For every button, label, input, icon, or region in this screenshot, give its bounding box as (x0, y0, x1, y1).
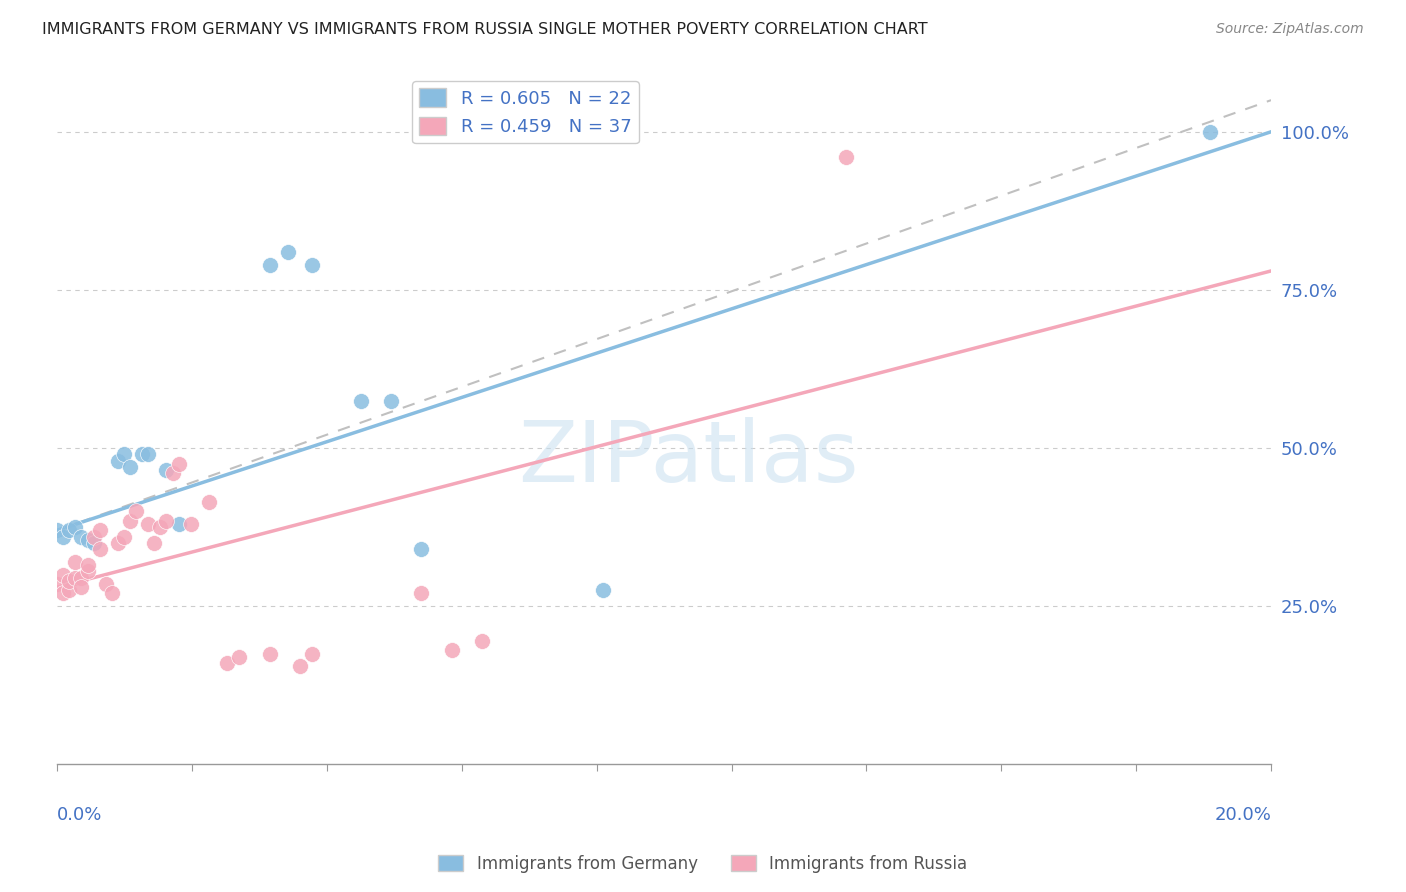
Text: Source: ZipAtlas.com: Source: ZipAtlas.com (1216, 22, 1364, 37)
Text: IMMIGRANTS FROM GERMANY VS IMMIGRANTS FROM RUSSIA SINGLE MOTHER POVERTY CORRELAT: IMMIGRANTS FROM GERMANY VS IMMIGRANTS FR… (42, 22, 928, 37)
Point (217, 656, 239, 670)
Point (52, 586, 75, 600)
Point (440, 643, 463, 657)
Point (65, 520, 87, 534)
Point (46, 523, 69, 537)
Point (107, 453, 129, 467)
Point (149, 520, 172, 534)
Point (101, 586, 124, 600)
Point (89, 523, 111, 537)
Point (118, 460, 141, 475)
Point (1199, 125, 1222, 139)
Legend: Immigrants from Germany, Immigrants from Russia: Immigrants from Germany, Immigrants from… (432, 848, 974, 880)
Point (380, 393, 402, 408)
Point (112, 530, 135, 544)
Point (125, 504, 148, 518)
Point (107, 536, 129, 550)
Point (52, 567, 75, 582)
Point (592, 583, 614, 598)
Point (112, 447, 135, 461)
Point (143, 536, 166, 550)
Point (277, 244, 299, 259)
Point (167, 516, 190, 531)
Point (136, 447, 159, 461)
Text: 0.0%: 0.0% (58, 806, 103, 824)
Point (118, 514, 141, 528)
Point (76, 558, 98, 572)
Point (70, 530, 93, 544)
Point (471, 634, 494, 648)
Point (58, 583, 80, 598)
Point (228, 649, 250, 664)
Point (76, 533, 98, 547)
Point (180, 516, 202, 531)
Point (288, 659, 311, 673)
Point (198, 495, 221, 509)
Point (301, 647, 323, 661)
Text: ZIPatlas: ZIPatlas (517, 417, 859, 500)
Text: 20.0%: 20.0% (1215, 806, 1271, 824)
Point (259, 258, 281, 272)
Point (835, 150, 858, 164)
Point (136, 516, 159, 531)
Point (58, 523, 80, 537)
Point (411, 542, 433, 557)
Point (70, 571, 93, 585)
Point (52, 530, 75, 544)
Point (411, 586, 433, 600)
Point (301, 258, 323, 272)
Point (65, 555, 87, 569)
Point (350, 393, 373, 408)
Point (70, 580, 93, 594)
Point (259, 647, 281, 661)
Point (155, 463, 177, 477)
Point (83, 536, 105, 550)
Point (162, 467, 184, 481)
Point (131, 447, 153, 461)
Point (167, 457, 190, 471)
Point (46, 577, 69, 591)
Legend: R = 0.605   N = 22, R = 0.459   N = 37: R = 0.605 N = 22, R = 0.459 N = 37 (412, 81, 638, 144)
Point (76, 565, 98, 579)
Point (83, 530, 105, 544)
Point (65, 571, 87, 585)
Point (89, 542, 111, 557)
Point (94, 577, 117, 591)
Point (58, 574, 80, 588)
Point (155, 514, 177, 528)
